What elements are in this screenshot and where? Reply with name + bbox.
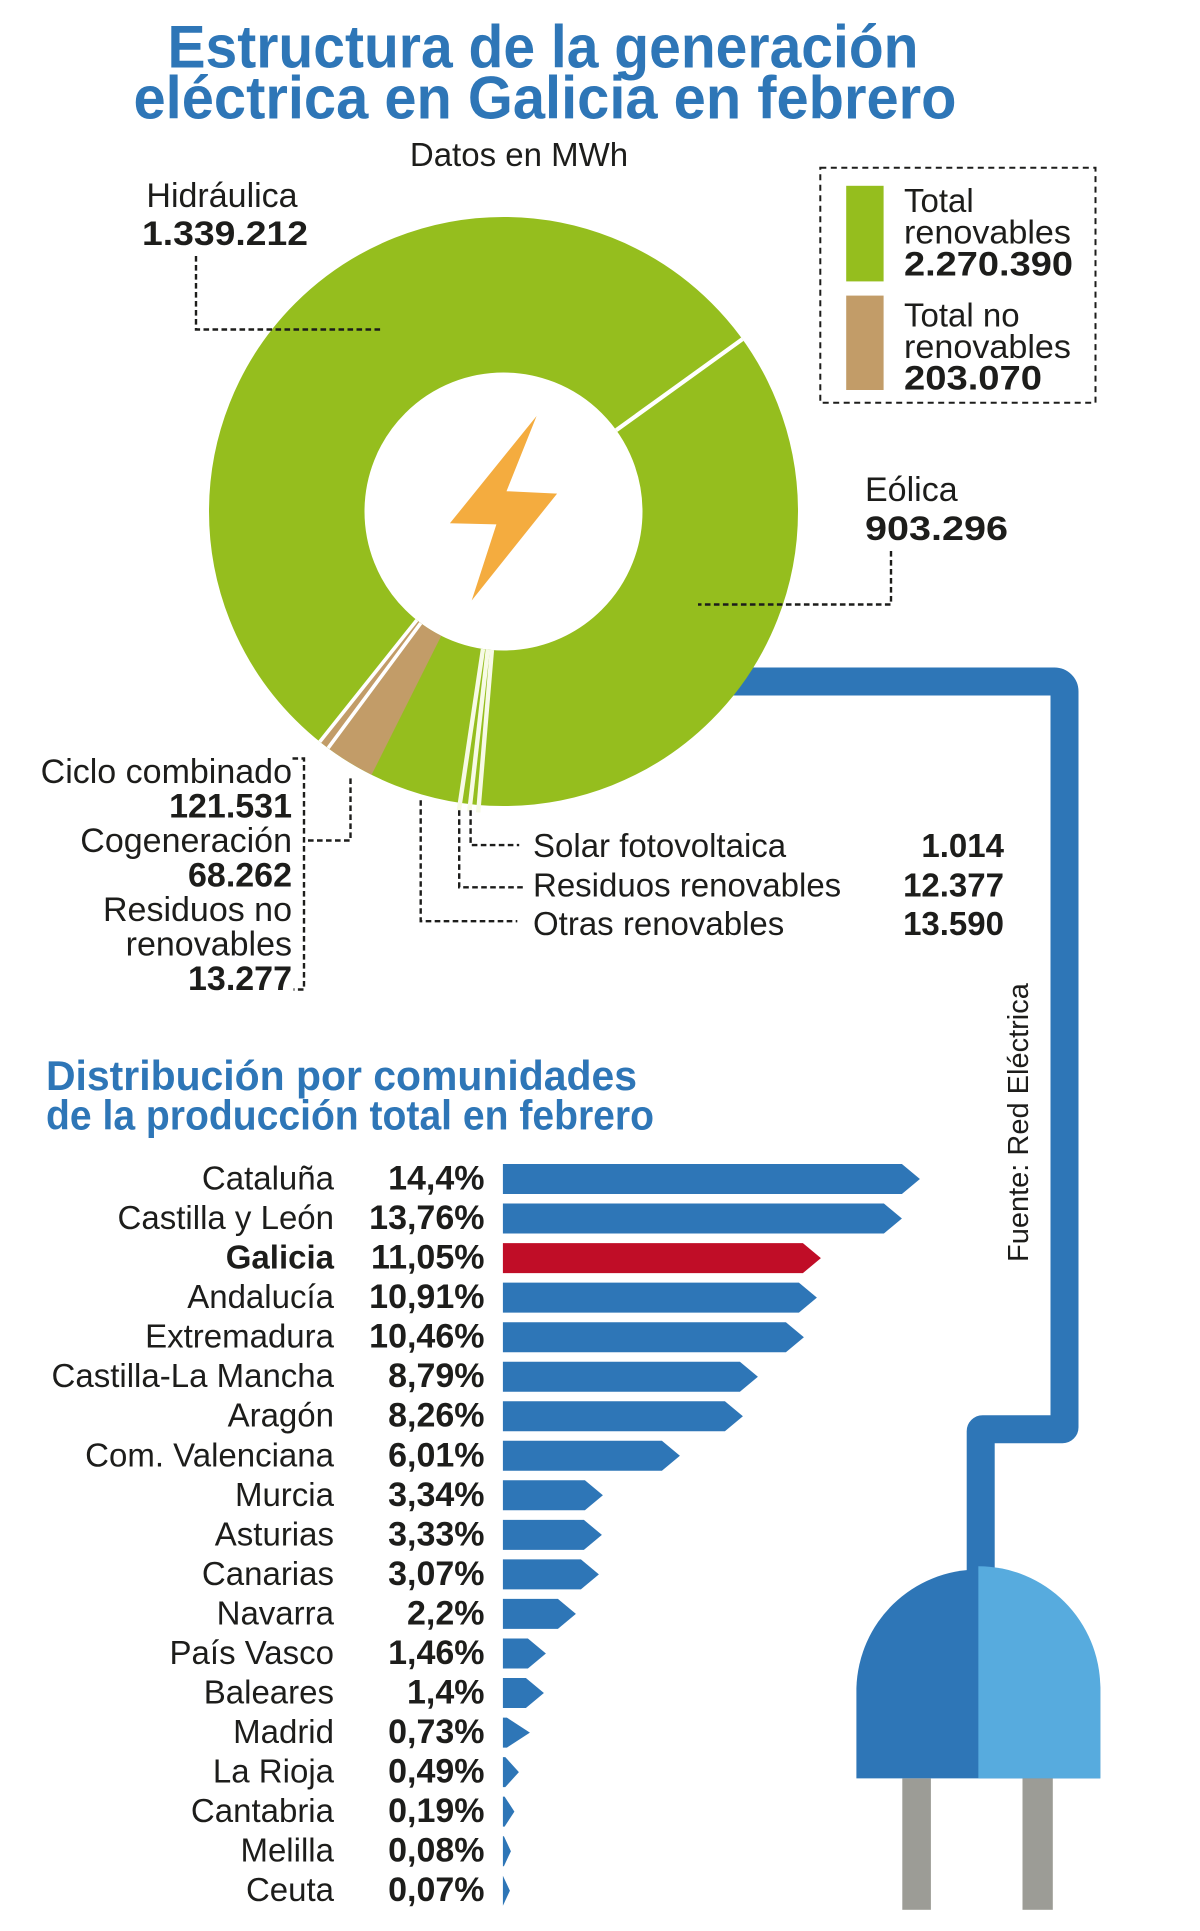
svg-text:Ceuta: Ceuta (246, 1871, 335, 1908)
svg-text:10,46%: 10,46% (369, 1318, 484, 1356)
svg-text:Estructura de la generación: Estructura de la generación (168, 14, 919, 81)
svg-text:eléctrica en Galicia en febrer: eléctrica en Galicia en febrero (134, 65, 957, 132)
svg-text:3,07%: 3,07% (388, 1555, 484, 1593)
svg-text:Ciclo combinado: Ciclo combinado (41, 753, 292, 791)
svg-text:121.531: 121.531 (169, 788, 292, 826)
svg-text:10,91%: 10,91% (369, 1278, 484, 1316)
svg-text:13,76%: 13,76% (369, 1199, 484, 1237)
svg-text:2,2%: 2,2% (407, 1594, 485, 1632)
svg-text:Extremadura: Extremadura (145, 1318, 335, 1355)
svg-text:Otras renovables: Otras renovables (533, 905, 784, 942)
svg-text:0,49%: 0,49% (388, 1753, 484, 1791)
svg-text:Asturias: Asturias (215, 1515, 334, 1552)
svg-text:8,79%: 8,79% (388, 1357, 484, 1395)
svg-text:renovables: renovables (904, 328, 1071, 365)
svg-text:Madrid: Madrid (233, 1713, 334, 1750)
svg-text:Castilla-La Mancha: Castilla-La Mancha (52, 1357, 335, 1394)
svg-text:2.270.390: 2.270.390 (904, 245, 1073, 283)
svg-text:Cantabria: Cantabria (191, 1792, 335, 1829)
svg-text:Residuos renovables: Residuos renovables (533, 867, 841, 904)
svg-text:Castilla y León: Castilla y León (118, 1199, 334, 1236)
svg-text:6,01%: 6,01% (388, 1436, 484, 1474)
svg-text:Murcia: Murcia (235, 1476, 335, 1513)
svg-text:renovables: renovables (904, 214, 1071, 251)
svg-text:12.377: 12.377 (903, 867, 1004, 904)
svg-text:1,46%: 1,46% (388, 1634, 484, 1672)
svg-text:Cataluña: Cataluña (202, 1160, 335, 1197)
svg-text:Melilla: Melilla (240, 1832, 334, 1869)
svg-text:14,4%: 14,4% (388, 1160, 484, 1198)
svg-text:Galicia: Galicia (226, 1239, 335, 1276)
svg-text:0,73%: 0,73% (388, 1713, 484, 1751)
svg-text:Navarra: Navarra (217, 1594, 335, 1631)
svg-text:Total no: Total no (904, 297, 1020, 334)
svg-text:La Rioja: La Rioja (213, 1753, 335, 1790)
svg-text:Andalucía: Andalucía (187, 1278, 334, 1315)
svg-text:renovables: renovables (126, 926, 292, 964)
svg-text:Solar fotovoltaica: Solar fotovoltaica (533, 827, 787, 864)
svg-text:Hidráulica: Hidráulica (146, 177, 297, 215)
svg-text:903.296: 903.296 (865, 510, 1008, 548)
svg-text:11,05%: 11,05% (371, 1239, 484, 1277)
svg-text:Fuente: Red Eléctrica: Fuente: Red Eléctrica (1003, 982, 1035, 1262)
svg-text:Datos en MWh: Datos en MWh (410, 136, 628, 173)
svg-text:Residuos no: Residuos no (103, 891, 292, 929)
svg-text:Cogeneración: Cogeneración (80, 822, 292, 860)
svg-text:de la producción total en febr: de la producción total en febrero (46, 1092, 654, 1139)
svg-text:3,34%: 3,34% (388, 1476, 484, 1514)
svg-text:País Vasco: País Vasco (170, 1634, 334, 1671)
svg-text:Distribución por comunidades: Distribución por comunidades (46, 1052, 637, 1099)
svg-text:Baleares: Baleares (204, 1674, 334, 1711)
svg-text:Com. Valenciana: Com. Valenciana (85, 1436, 335, 1473)
svg-text:13.590: 13.590 (903, 905, 1004, 942)
svg-text:1.014: 1.014 (921, 827, 1004, 864)
svg-text:0,08%: 0,08% (388, 1832, 484, 1870)
svg-text:3,33%: 3,33% (388, 1515, 484, 1553)
svg-text:13.277: 13.277 (188, 960, 292, 998)
svg-text:Eólica: Eólica (865, 471, 958, 509)
svg-text:1,4%: 1,4% (407, 1674, 485, 1712)
svg-text:Total: Total (904, 182, 974, 219)
svg-text:1.339.212: 1.339.212 (142, 215, 308, 253)
svg-text:8,26%: 8,26% (388, 1397, 484, 1435)
svg-text:0,19%: 0,19% (388, 1792, 484, 1830)
svg-text:203.070: 203.070 (904, 360, 1042, 398)
svg-text:Canarias: Canarias (202, 1555, 334, 1592)
svg-text:0,07%: 0,07% (388, 1871, 484, 1909)
svg-text:68.262: 68.262 (188, 857, 292, 895)
svg-text:Aragón: Aragón (228, 1397, 334, 1434)
